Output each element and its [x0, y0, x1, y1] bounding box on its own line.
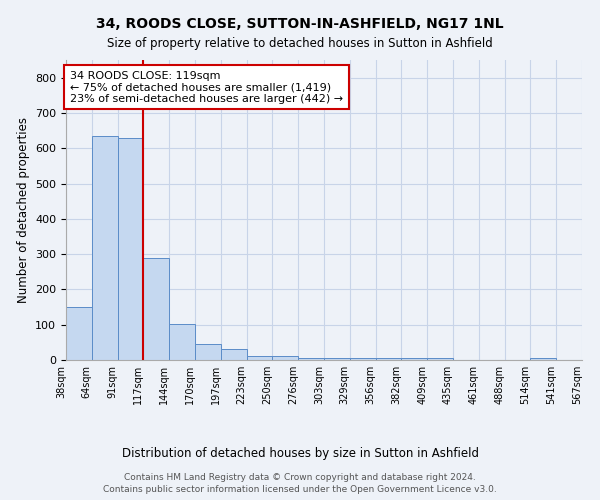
- Bar: [272, 356, 298, 360]
- Text: Size of property relative to detached houses in Sutton in Ashfield: Size of property relative to detached ho…: [107, 38, 493, 51]
- Bar: [221, 350, 247, 360]
- Bar: [169, 324, 195, 360]
- Bar: [530, 358, 556, 360]
- Text: Distribution of detached houses by size in Sutton in Ashfield: Distribution of detached houses by size …: [121, 448, 479, 460]
- Bar: [66, 307, 92, 360]
- Bar: [118, 138, 143, 360]
- Bar: [143, 258, 169, 360]
- Bar: [350, 358, 376, 360]
- Y-axis label: Number of detached properties: Number of detached properties: [17, 117, 29, 303]
- Bar: [195, 344, 221, 360]
- Text: 34 ROODS CLOSE: 119sqm
← 75% of detached houses are smaller (1,419)
23% of semi-: 34 ROODS CLOSE: 119sqm ← 75% of detached…: [70, 70, 343, 104]
- Bar: [376, 358, 401, 360]
- Bar: [324, 358, 350, 360]
- Text: 34, ROODS CLOSE, SUTTON-IN-ASHFIELD, NG17 1NL: 34, ROODS CLOSE, SUTTON-IN-ASHFIELD, NG1…: [96, 18, 504, 32]
- Bar: [401, 358, 427, 360]
- Bar: [247, 356, 272, 360]
- Text: Contains HM Land Registry data © Crown copyright and database right 2024.: Contains HM Land Registry data © Crown c…: [124, 472, 476, 482]
- Bar: [92, 136, 118, 360]
- Bar: [427, 358, 453, 360]
- Text: Contains public sector information licensed under the Open Government Licence v3: Contains public sector information licen…: [103, 485, 497, 494]
- Bar: [298, 358, 324, 360]
